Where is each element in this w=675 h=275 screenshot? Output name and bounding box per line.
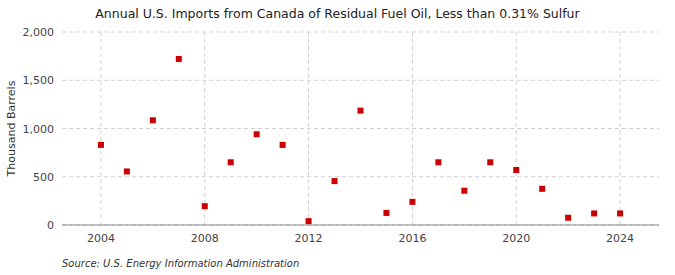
point bbox=[513, 167, 519, 173]
point bbox=[591, 210, 597, 216]
x-grid-line bbox=[620, 32, 621, 225]
y-axis-label: Thousand Barrels bbox=[5, 80, 18, 177]
source: Source: U.S. Energy Information Administ… bbox=[62, 258, 299, 269]
x-tick-labels: 2004 2008 2012 2016 2020 2024 bbox=[87, 232, 634, 245]
y-tick-labels: 0 500 1,000 1,500 2,000 bbox=[23, 26, 55, 232]
point bbox=[332, 178, 338, 184]
x-grid-line bbox=[204, 32, 205, 225]
y-grid-line bbox=[62, 32, 659, 33]
y-tick-label: 2,000 bbox=[23, 26, 55, 39]
point bbox=[358, 108, 364, 114]
grid bbox=[62, 32, 659, 225]
y-tick-label: 1,500 bbox=[23, 74, 55, 87]
point bbox=[539, 186, 545, 192]
point bbox=[565, 215, 571, 221]
x-tick-label: 2020 bbox=[502, 232, 530, 245]
point bbox=[228, 159, 234, 165]
title: Annual U.S. Imports from Canada of Resid… bbox=[95, 6, 580, 21]
x-grid-line bbox=[308, 32, 309, 225]
point bbox=[383, 210, 389, 216]
point bbox=[254, 131, 260, 137]
y-grid-line bbox=[62, 128, 659, 129]
y-tick-label: 500 bbox=[33, 171, 54, 184]
x-tick-label: 2024 bbox=[606, 232, 634, 245]
point bbox=[280, 142, 286, 148]
point bbox=[487, 159, 493, 165]
x-grid-line bbox=[412, 32, 413, 225]
x-grid-line bbox=[516, 32, 517, 225]
x-tick-label: 2016 bbox=[398, 232, 426, 245]
y-tick-label: 0 bbox=[47, 219, 54, 232]
point bbox=[202, 203, 208, 209]
x-tick-label: 2004 bbox=[87, 232, 115, 245]
chart: Annual U.S. Imports from Canada of Resid… bbox=[0, 0, 675, 275]
x-tick-label: 2008 bbox=[191, 232, 219, 245]
point bbox=[409, 199, 415, 205]
point bbox=[461, 188, 467, 194]
point bbox=[435, 159, 441, 165]
y-grid-line bbox=[62, 176, 659, 177]
x-tick-label: 2012 bbox=[295, 232, 323, 245]
x-axis-line bbox=[62, 225, 659, 226]
point bbox=[617, 210, 623, 216]
point bbox=[306, 218, 312, 224]
point bbox=[124, 168, 130, 174]
x-grid-line bbox=[100, 32, 101, 225]
points bbox=[98, 56, 623, 224]
point bbox=[176, 56, 182, 62]
point bbox=[98, 142, 104, 148]
y-grid-line bbox=[62, 80, 659, 81]
y-grid-line bbox=[62, 225, 659, 226]
point bbox=[150, 117, 156, 123]
y-tick-label: 1,000 bbox=[23, 123, 55, 136]
